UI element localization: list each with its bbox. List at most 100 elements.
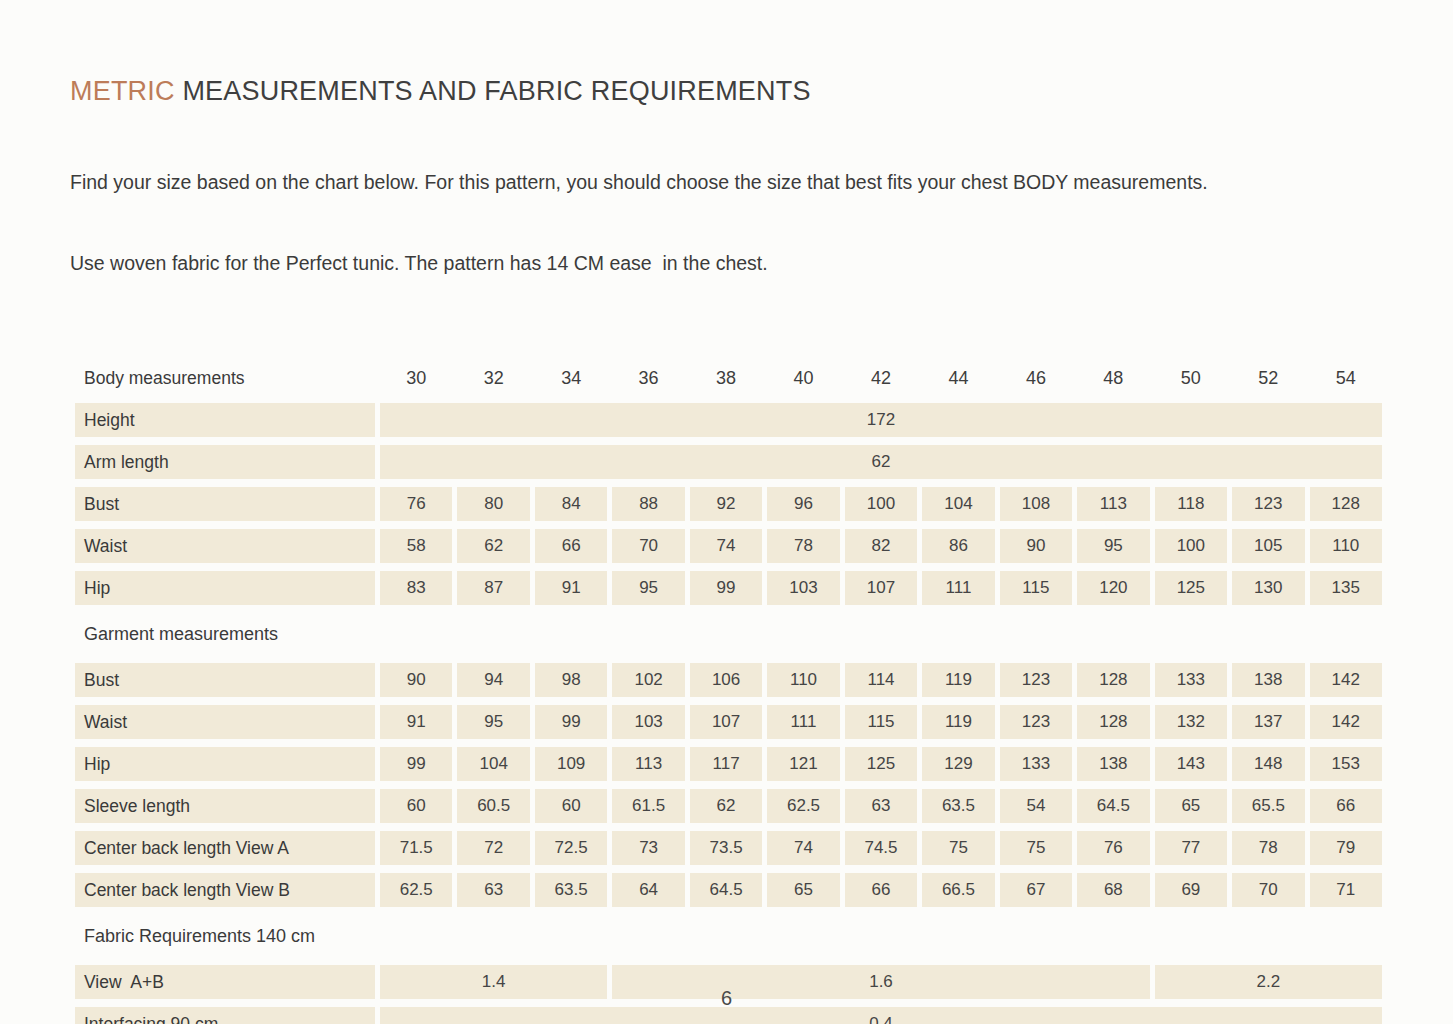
- table-cell: 142: [1310, 705, 1382, 739]
- intro-line-1: Find your size based on the chart below.…: [70, 169, 1453, 196]
- table-cell: 72.5: [535, 831, 607, 865]
- table-cell: 71: [1310, 873, 1382, 907]
- size-column-header: 42: [845, 361, 917, 395]
- table-cell: 92: [690, 487, 762, 521]
- table-cell: 110: [767, 663, 839, 697]
- table-cell: 102: [612, 663, 684, 697]
- size-column-header: 36: [612, 361, 684, 395]
- size-column-header: 52: [1232, 361, 1304, 395]
- table-cell: 133: [1000, 747, 1072, 781]
- table-cell: 75: [1000, 831, 1072, 865]
- table-cell: 95: [1077, 529, 1149, 563]
- size-column-header: 30: [380, 361, 452, 395]
- table-cell: 107: [690, 705, 762, 739]
- table-row-label: Arm length: [75, 445, 375, 479]
- table-cell: 135: [1310, 571, 1382, 605]
- table-cell: 143: [1155, 747, 1227, 781]
- table-row-label: Sleeve length: [75, 789, 375, 823]
- intro-paragraph: Find your size based on the chart below.…: [70, 115, 1453, 331]
- table-cell: 60.5: [457, 789, 529, 823]
- table-cell: 120: [1077, 571, 1149, 605]
- table-cell: 133: [1155, 663, 1227, 697]
- table-row-label: Hip: [75, 747, 375, 781]
- table-cell: 90: [1000, 529, 1072, 563]
- table-cell: 113: [612, 747, 684, 781]
- table-cell: 75: [922, 831, 994, 865]
- table-cell: 110: [1310, 529, 1382, 563]
- table-row-label: Waist: [75, 529, 375, 563]
- table-cell: 118: [1155, 487, 1227, 521]
- size-column-header: 34: [535, 361, 607, 395]
- table-header-label: Body measurements: [75, 361, 375, 395]
- size-column-header: 54: [1310, 361, 1382, 395]
- table-cell: 99: [690, 571, 762, 605]
- table-cell: 67: [1000, 873, 1072, 907]
- table-cell: 79: [1310, 831, 1382, 865]
- table-cell: 113: [1077, 487, 1149, 521]
- intro-line-2: Use woven fabric for the Perfect tunic. …: [70, 250, 1453, 277]
- table-cell: 58: [380, 529, 452, 563]
- table-cell: 128: [1077, 663, 1149, 697]
- table-cell: 65: [767, 873, 839, 907]
- table-cell: 153: [1310, 747, 1382, 781]
- table-cell: 125: [1155, 571, 1227, 605]
- table-cell: 74: [690, 529, 762, 563]
- size-column-header: 32: [457, 361, 529, 395]
- table-cell: 87: [457, 571, 529, 605]
- table-cell: 91: [380, 705, 452, 739]
- table-cell: 121: [767, 747, 839, 781]
- table-cell: 60: [380, 789, 452, 823]
- table-section-label: Garment measurements: [75, 613, 1382, 655]
- table-row-label: Center back length View B: [75, 873, 375, 907]
- table-row-label: Waist: [75, 705, 375, 739]
- table-section-label: Fabric Requirements 140 cm: [75, 915, 1382, 957]
- measurements-table: Body measurements30323436384042444648505…: [75, 361, 1382, 1024]
- table-cell: 62.5: [767, 789, 839, 823]
- table-cell: 106: [690, 663, 762, 697]
- page-title: METRIC MEASUREMENTS AND FABRIC REQUIREME…: [70, 76, 1453, 107]
- table-cell: 111: [922, 571, 994, 605]
- table-cell: 129: [922, 747, 994, 781]
- table-cell: 119: [922, 705, 994, 739]
- table-cell: 105: [1232, 529, 1304, 563]
- table-cell: 86: [922, 529, 994, 563]
- table-cell: 137: [1232, 705, 1304, 739]
- table-cell: 78: [767, 529, 839, 563]
- table-cell: 128: [1310, 487, 1382, 521]
- table-cell: 90: [380, 663, 452, 697]
- table-cell: 117: [690, 747, 762, 781]
- table-row-label: Height: [75, 403, 375, 437]
- table-cell: 109: [535, 747, 607, 781]
- size-column-header: 40: [767, 361, 839, 395]
- table-cell: 69: [1155, 873, 1227, 907]
- table-cell: 96: [767, 487, 839, 521]
- table-cell: 94: [457, 663, 529, 697]
- table-cell: 74.5: [845, 831, 917, 865]
- table-cell: 100: [1155, 529, 1227, 563]
- table-cell: 114: [845, 663, 917, 697]
- table-cell: 95: [612, 571, 684, 605]
- table-cell: 64.5: [1077, 789, 1149, 823]
- page-number: 6: [0, 987, 1453, 1010]
- table-row-label: Bust: [75, 487, 375, 521]
- table-cell: 115: [845, 705, 917, 739]
- table-cell: 148: [1232, 747, 1304, 781]
- table-cell: 88: [612, 487, 684, 521]
- table-cell: 98: [535, 663, 607, 697]
- document-page: METRIC MEASUREMENTS AND FABRIC REQUIREME…: [0, 0, 1453, 1024]
- table-cell: 78: [1232, 831, 1304, 865]
- table-cell: 73.5: [690, 831, 762, 865]
- table-cell: 63.5: [535, 873, 607, 907]
- table-cell: 142: [1310, 663, 1382, 697]
- table-cell: 60: [535, 789, 607, 823]
- table-cell: 66: [1310, 789, 1382, 823]
- table-cell: 64: [612, 873, 684, 907]
- table-cell: 103: [767, 571, 839, 605]
- table-cell: 72: [457, 831, 529, 865]
- table-cell: 61.5: [612, 789, 684, 823]
- table-cell: 104: [457, 747, 529, 781]
- table-row-label: Hip: [75, 571, 375, 605]
- table-cell: 119: [922, 663, 994, 697]
- table-cell: 68: [1077, 873, 1149, 907]
- table-cell: 111: [767, 705, 839, 739]
